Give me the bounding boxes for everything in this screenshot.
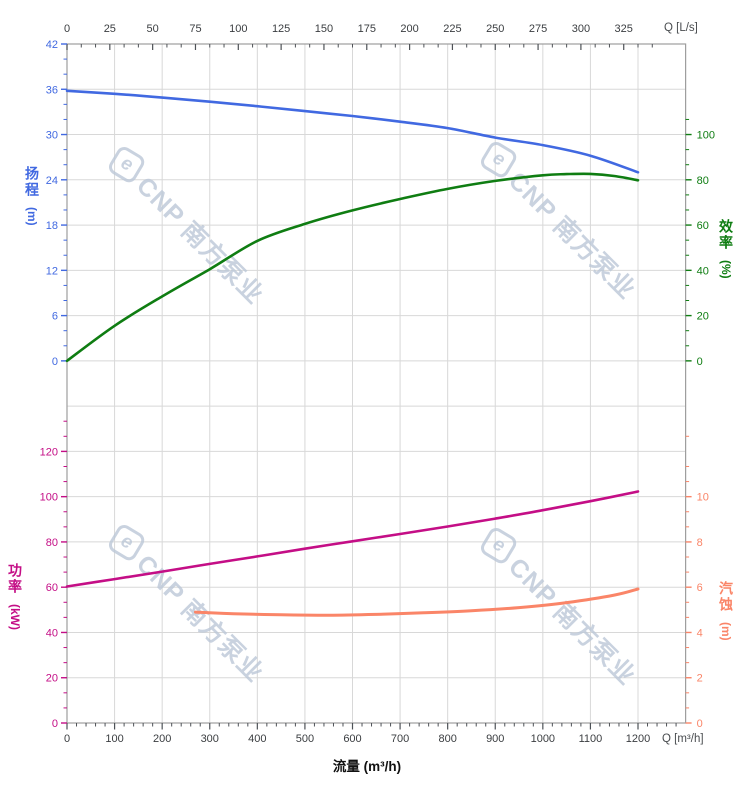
svg-text:275: 275 [529,23,547,35]
efficiency-axis-title-text: 效率 [718,219,734,251]
svg-text:18: 18 [46,220,58,232]
power-axis-title-text: 功率 [7,563,23,595]
head-axis-unit: (m) [25,207,39,226]
svg-text:30: 30 [46,130,58,142]
svg-text:50: 50 [147,23,159,35]
svg-text:0: 0 [697,718,703,730]
svg-text:25: 25 [104,23,116,35]
head-axis-title: 扬程 (m) [24,166,40,226]
power-axis-unit: (kW) [8,604,22,630]
svg-text:0: 0 [52,356,58,368]
top-axis: 0 25 50 75 100 125 150 175 200 225 250 275 300 325 [64,23,653,50]
svg-text:0: 0 [697,356,703,368]
svg-text:120: 120 [40,446,58,458]
svg-text:60: 60 [697,220,709,232]
svg-text:80: 80 [46,537,58,549]
svg-text:250: 250 [486,23,504,35]
svg-text:0: 0 [64,733,70,745]
svg-text:175: 175 [358,23,376,35]
svg-text:60: 60 [46,582,58,594]
svg-text:75: 75 [189,23,201,35]
svg-text:300: 300 [201,733,219,745]
svg-text:150: 150 [315,23,333,35]
svg-text:325: 325 [615,23,633,35]
efficiency-axis: 0 20 40 60 80 100 [685,118,715,368]
power-curve [65,490,640,588]
svg-text:700: 700 [391,733,409,745]
svg-text:40: 40 [697,265,709,277]
bottom-axis: 0 100 200 300 400 500 600 700 800 900 1000 1100 1200 [64,723,677,745]
svg-text:8: 8 [697,537,703,549]
svg-text:0: 0 [64,23,70,35]
svg-text:1100: 1100 [579,733,603,745]
svg-text:80: 80 [697,175,709,187]
svg-text:36: 36 [46,84,58,96]
svg-text:10: 10 [697,492,709,504]
svg-text:0: 0 [52,718,58,730]
svg-text:100: 100 [697,130,715,142]
npsh-axis-unit: (m) [719,622,733,641]
head-axis-title-text: 扬程 [24,166,40,198]
svg-text:100: 100 [229,23,247,35]
svg-text:2: 2 [697,673,703,685]
npsh-axis-title: 汽蚀 (m) [718,581,734,641]
svg-text:200: 200 [153,733,171,745]
svg-text:6: 6 [697,582,703,594]
head-axis: 0 6 12 18 24 30 36 42 [46,39,67,368]
svg-text:225: 225 [443,23,461,35]
svg-text:300: 300 [572,23,590,35]
svg-text:100: 100 [40,492,58,504]
svg-text:24: 24 [46,175,58,187]
svg-text:1000: 1000 [531,733,555,745]
efficiency-curve [65,172,640,363]
svg-text:1200: 1200 [626,733,650,745]
efficiency-axis-unit: (%) [719,260,733,279]
svg-text:800: 800 [438,733,456,745]
power-axis-title: 功率 (kW) [7,563,23,630]
npsh-curve [193,587,640,617]
svg-text:42: 42 [46,39,58,51]
svg-text:100: 100 [105,733,123,745]
svg-text:20: 20 [697,311,709,323]
npsh-axis-title-text: 汽蚀 [718,581,734,613]
efficiency-axis-title: 效率 (%) [718,219,734,279]
svg-text:6: 6 [52,311,58,323]
flow-axis-title: 流量 (m³/h) [332,759,402,774]
svg-text:900: 900 [486,733,504,745]
npsh-axis: 0 2 4 6 8 10 [685,435,709,730]
svg-text:125: 125 [272,23,290,35]
top-axis-unit-label: Q [L/s] [664,22,698,34]
head-curve [65,89,640,174]
power-axis: 0 20 40 60 80 100 120 [40,420,67,730]
bottom-axis-unit-label: Q [m³/h] [662,733,704,745]
svg-text:20: 20 [46,673,58,685]
svg-text:500: 500 [296,733,314,745]
svg-text:200: 200 [400,23,418,35]
plot-border [66,43,687,724]
svg-text:400: 400 [248,733,266,745]
svg-text:600: 600 [343,733,361,745]
svg-text:4: 4 [697,627,703,639]
svg-text:12: 12 [46,265,58,277]
svg-text:40: 40 [46,627,58,639]
